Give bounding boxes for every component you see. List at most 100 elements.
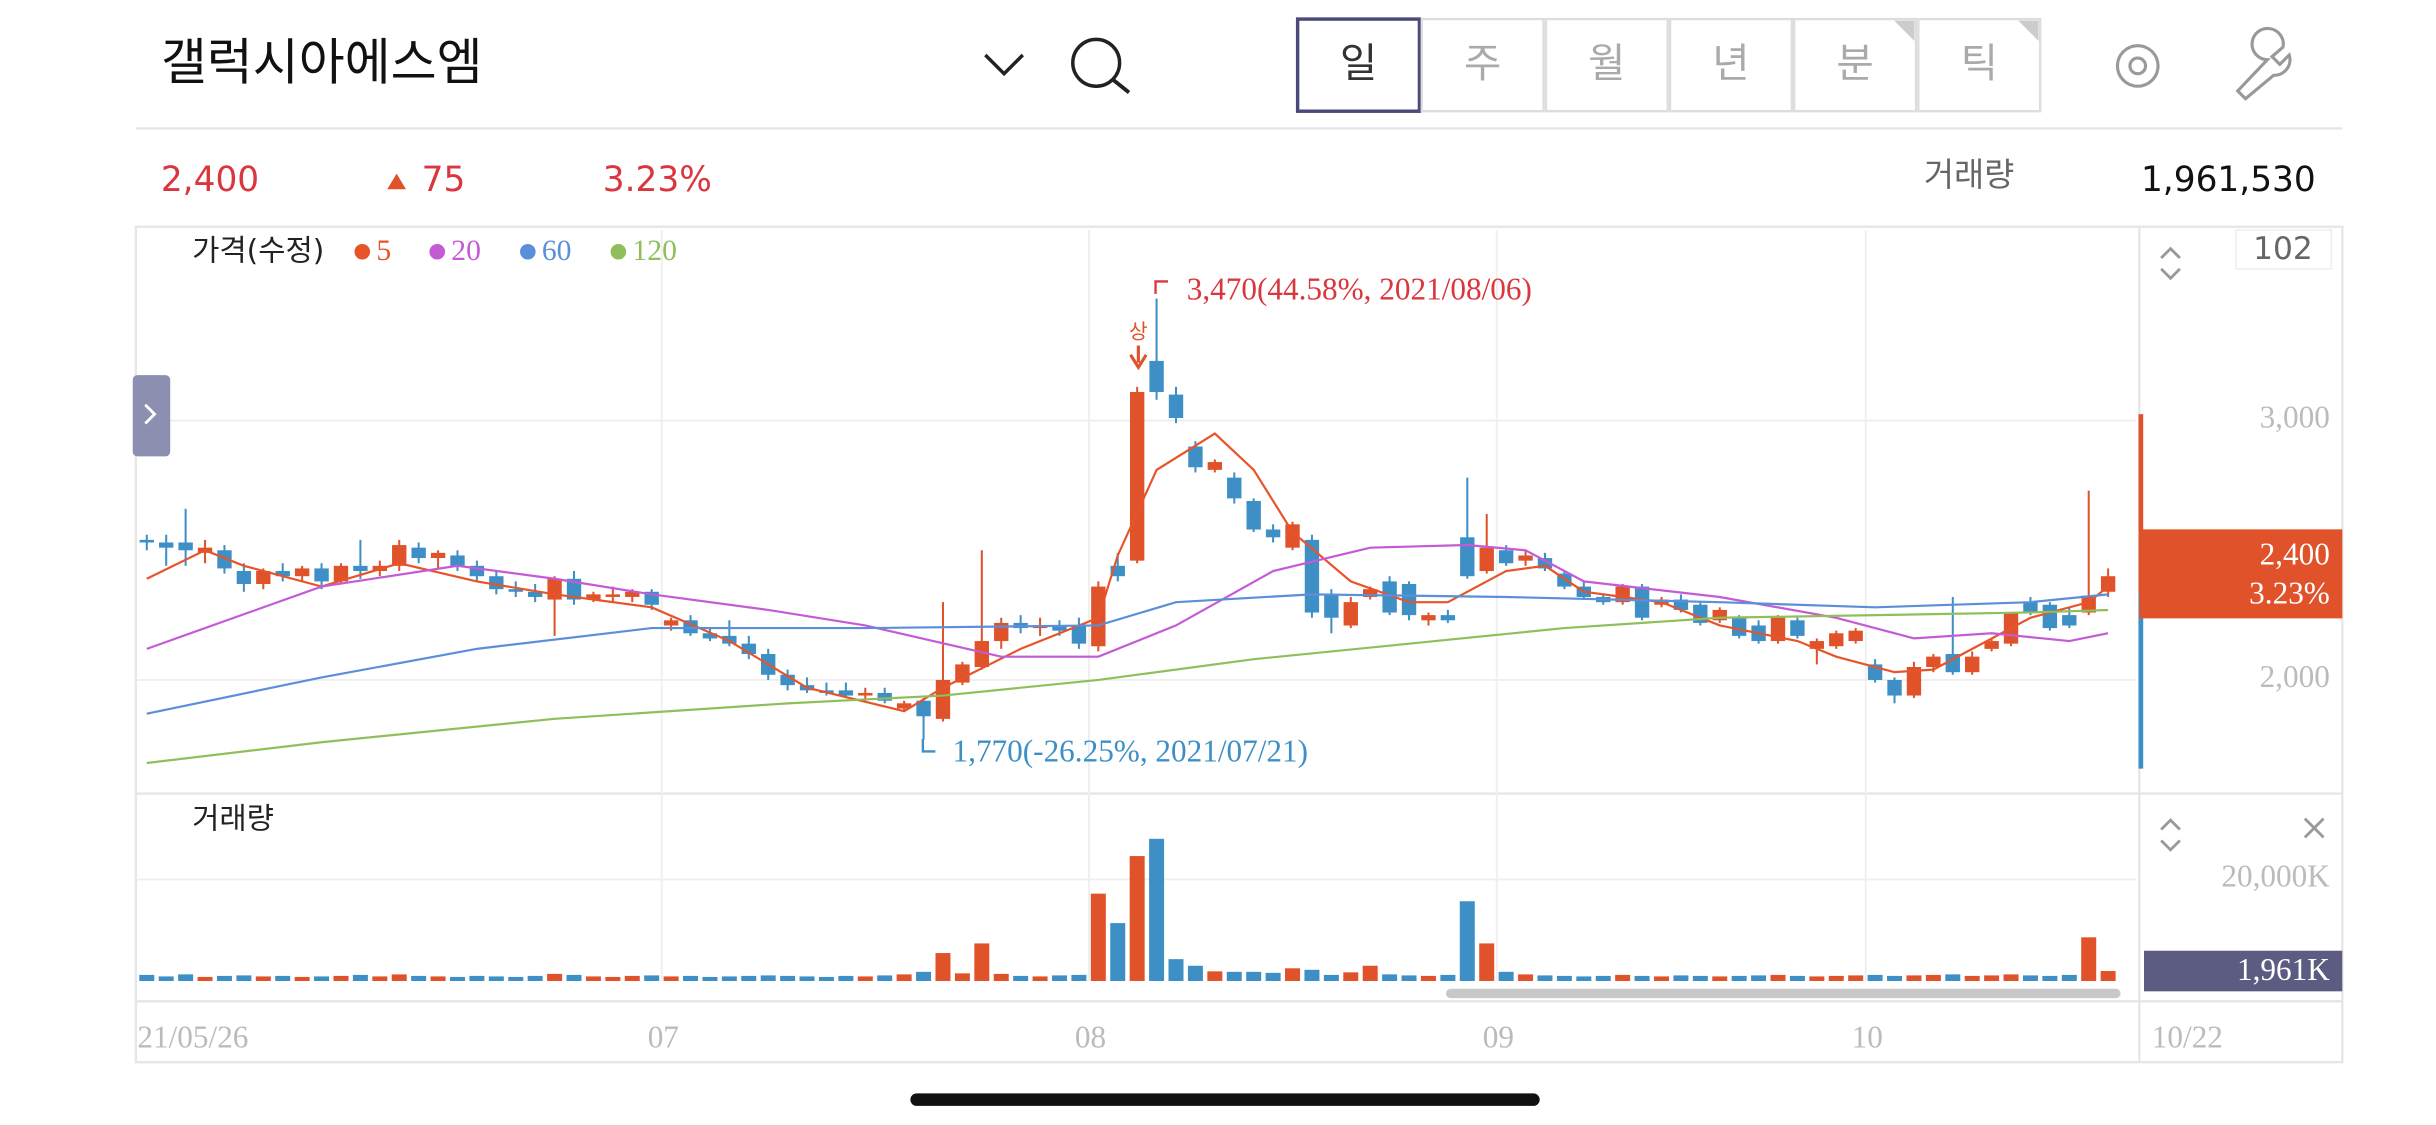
current-rate: 3.23% bbox=[2249, 576, 2330, 611]
tab-label[interactable]: 월 bbox=[1588, 39, 1625, 87]
volume-bar bbox=[1789, 975, 1805, 981]
candle-body bbox=[1246, 500, 1261, 530]
volume-bar bbox=[1013, 975, 1029, 981]
chart-frame bbox=[134, 225, 2344, 1064]
candle-body bbox=[586, 594, 601, 600]
resize-icon[interactable] bbox=[2160, 246, 2181, 281]
tab-label[interactable]: 분 bbox=[1836, 39, 1873, 87]
search-icon[interactable] bbox=[1071, 37, 1131, 95]
volume-bar bbox=[469, 975, 485, 981]
candle-body bbox=[663, 620, 679, 626]
volume-bar bbox=[1226, 971, 1242, 981]
price: 2,400 bbox=[161, 160, 259, 200]
volume-bar bbox=[294, 976, 310, 981]
volume-bar bbox=[255, 976, 271, 981]
candle-body bbox=[722, 635, 737, 644]
volume-bar bbox=[644, 975, 660, 981]
volume-bar bbox=[896, 974, 912, 981]
candle-body bbox=[1324, 594, 1339, 618]
candle-body bbox=[1848, 630, 1863, 642]
candle-body bbox=[1518, 555, 1533, 561]
volume-bar bbox=[1285, 968, 1301, 981]
volume-bar bbox=[1731, 975, 1747, 981]
volume-bar bbox=[1848, 975, 1864, 981]
settings-icon[interactable] bbox=[2115, 44, 2160, 88]
up-triangle bbox=[387, 173, 406, 190]
candle-body bbox=[1537, 558, 1553, 569]
volume-bar bbox=[488, 976, 504, 981]
candle-body bbox=[430, 552, 446, 559]
volume-bar bbox=[1362, 965, 1378, 981]
volume-bar bbox=[818, 976, 834, 981]
candle-body bbox=[236, 571, 252, 584]
candle-body bbox=[1809, 641, 1825, 649]
tab[interactable] bbox=[1544, 17, 1669, 113]
candle-body bbox=[333, 565, 349, 582]
volume-bar bbox=[1090, 893, 1106, 981]
tab[interactable] bbox=[1793, 17, 1918, 113]
volume-bar bbox=[954, 973, 970, 981]
volume-pane-title: 거래량 bbox=[192, 801, 274, 836]
volume-bar bbox=[1304, 969, 1320, 981]
candle-body bbox=[450, 555, 465, 566]
current-volume: 1,961K bbox=[2237, 952, 2330, 987]
tab[interactable] bbox=[1917, 17, 2042, 113]
volume-bar bbox=[721, 976, 737, 981]
tab[interactable] bbox=[1668, 17, 1794, 113]
candle-body bbox=[1926, 656, 1941, 667]
legend-label: 5 bbox=[376, 235, 391, 267]
volume-bar bbox=[411, 975, 427, 981]
volume-bar bbox=[857, 976, 873, 981]
tab[interactable] bbox=[1295, 17, 1422, 113]
tab-label[interactable]: 년 bbox=[1712, 39, 1749, 87]
volume-bar bbox=[566, 974, 582, 981]
volume-bar bbox=[197, 976, 213, 981]
candle-body bbox=[2100, 576, 2116, 592]
tab-label[interactable]: 일 bbox=[1340, 39, 1377, 87]
low-marker bbox=[921, 738, 936, 753]
volume-bar bbox=[527, 975, 543, 981]
volume-bar bbox=[1420, 975, 1436, 981]
dropdown-icon[interactable] bbox=[984, 53, 1025, 77]
stock-name: 갤럭시아에스엠 bbox=[161, 33, 483, 91]
volume-bar bbox=[1537, 975, 1553, 981]
volume-bar bbox=[1479, 943, 1495, 981]
candle-body bbox=[217, 550, 232, 569]
close-icon[interactable] bbox=[2303, 817, 2325, 839]
candle-body bbox=[780, 674, 795, 686]
current-volume-box bbox=[2143, 950, 2343, 992]
volume-bar bbox=[741, 975, 757, 981]
volume-bar bbox=[1149, 838, 1165, 981]
candle-body bbox=[1382, 581, 1397, 613]
counter-box bbox=[2235, 229, 2333, 270]
resize-icon[interactable] bbox=[2160, 818, 2181, 852]
volume-bar bbox=[1129, 856, 1145, 981]
volume-bar bbox=[1809, 976, 1825, 981]
legend-marker bbox=[519, 243, 536, 260]
tab-label[interactable]: 주 bbox=[1464, 39, 1501, 87]
volume-bar bbox=[916, 971, 932, 981]
volume-bar bbox=[547, 973, 563, 981]
limit-up-arrow bbox=[1129, 345, 1148, 371]
tool-icon[interactable] bbox=[2235, 26, 2292, 101]
candle-body bbox=[566, 578, 582, 600]
candle-body bbox=[294, 568, 310, 577]
tab[interactable] bbox=[1420, 17, 1545, 113]
candle-body bbox=[974, 641, 989, 667]
candle-body bbox=[955, 664, 970, 683]
tab-label[interactable]: 틱 bbox=[1961, 39, 1998, 87]
volume-bar bbox=[702, 976, 718, 981]
volume-bar bbox=[683, 975, 699, 981]
legend-marker bbox=[429, 243, 446, 260]
counter: 102 bbox=[2253, 231, 2313, 267]
volume-bar bbox=[333, 975, 349, 981]
legend-marker bbox=[354, 243, 371, 260]
candle-body bbox=[1110, 565, 1125, 577]
volume-bar bbox=[1401, 975, 1417, 981]
volume-bar bbox=[799, 976, 815, 981]
volume-bar bbox=[1692, 975, 1708, 981]
change-rate: 3.23% bbox=[603, 160, 712, 200]
volume-bar bbox=[1071, 974, 1087, 981]
x-tick-label: 09 bbox=[1483, 1020, 1514, 1055]
candle-body bbox=[1149, 360, 1164, 393]
